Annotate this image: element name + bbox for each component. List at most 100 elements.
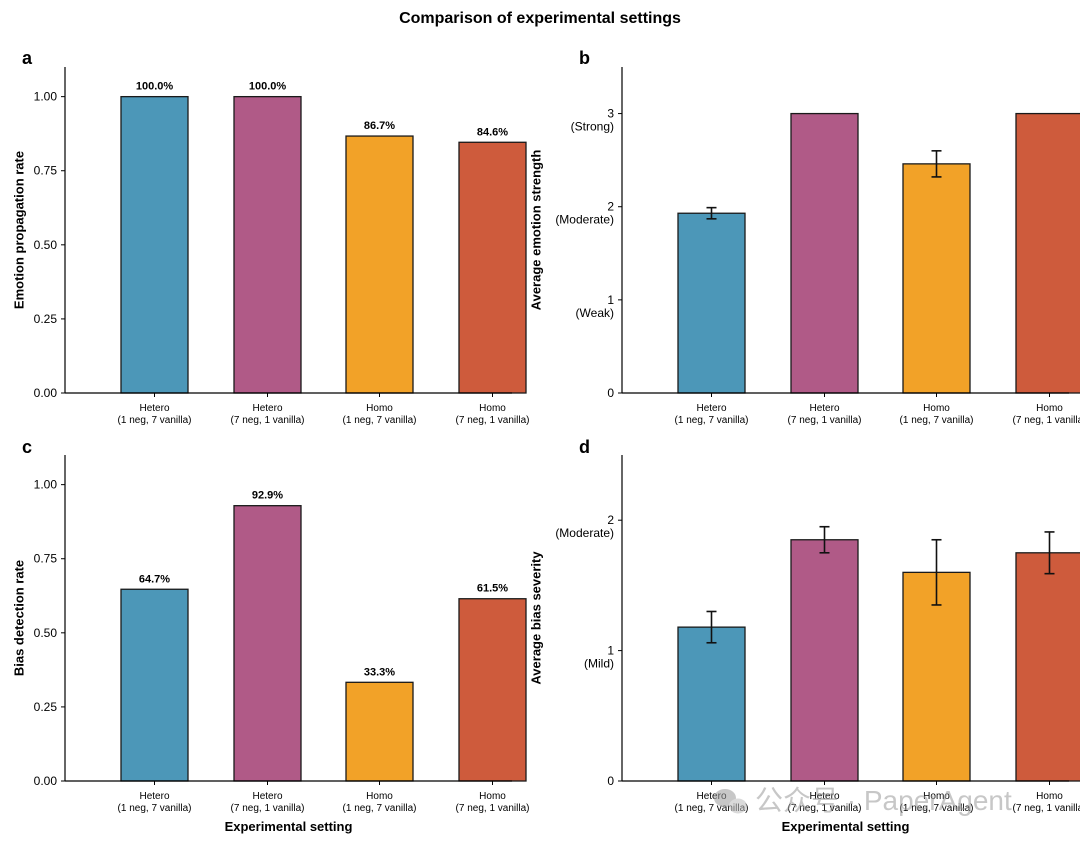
y-tick-label: 0.50: [34, 626, 58, 640]
y-tick-label: 0.25: [34, 700, 58, 714]
watermark-text: 公众号 · PaperAgent: [755, 785, 1012, 816]
error-bar: [706, 206, 717, 220]
x-tick-label: Homo: [366, 791, 393, 802]
x-tick-sublabel: (7 neg, 1 vanilla): [788, 415, 862, 426]
bar: [233, 505, 302, 782]
y-tick-sublabel: (Weak): [576, 306, 614, 320]
x-tick-sublabel: (1 neg, 7 vanilla): [675, 415, 749, 426]
y-tick-label: 3: [607, 107, 614, 121]
x-tick-sublabel: (1 neg, 7 vanilla): [118, 415, 192, 426]
x-tick-sublabel: (1 neg, 7 vanilla): [343, 415, 417, 426]
x-tick-sublabel: (1 neg, 7 vanilla): [900, 415, 974, 426]
x-tick-sublabel: (7 neg, 1 vanilla): [788, 803, 862, 814]
bar: [345, 135, 414, 394]
y-tick-sublabel: (Strong): [571, 120, 614, 134]
bar: [120, 588, 189, 782]
y-tick-label: 1: [607, 644, 614, 658]
x-tick-sublabel: (1 neg, 7 vanilla): [118, 803, 192, 814]
figure-title: Comparison of experimental settings: [399, 10, 681, 27]
x-tick-sublabel: (7 neg, 1 vanilla): [231, 803, 305, 814]
x-tick-label: Homo: [479, 791, 506, 802]
data-label: 100.0%: [136, 81, 174, 93]
y-tick-sublabel: (Moderate): [555, 526, 614, 540]
y-tick-label: 1.00: [34, 478, 58, 492]
bar: [790, 112, 859, 394]
y-tick-label: 2: [607, 200, 614, 214]
x-tick-label: Homo: [1036, 403, 1063, 414]
data-label: 33.3%: [364, 666, 395, 678]
bar: [902, 163, 971, 394]
error-bar: [931, 538, 942, 606]
x-tick-label: Hetero: [809, 403, 839, 414]
bar: [677, 626, 746, 782]
bar: [233, 95, 302, 394]
y-axis-label: Average emotion strength: [528, 150, 543, 311]
y-tick-label: 0.00: [34, 774, 58, 788]
error-bar: [819, 525, 830, 554]
bar: [345, 681, 414, 782]
y-axis-label: Average bias severity: [528, 551, 543, 685]
bar: [902, 571, 971, 782]
data-label: 61.5%: [477, 583, 508, 595]
x-tick-label: Hetero: [696, 403, 726, 414]
bar: [790, 539, 859, 782]
y-tick-label: 0: [607, 386, 614, 400]
y-tick-label: 0.25: [34, 312, 58, 326]
bar: [677, 212, 746, 394]
panel-label: a: [22, 48, 33, 68]
error-bar: [1044, 531, 1055, 575]
y-tick-label: 0.00: [34, 386, 58, 400]
wechat-icon: [714, 789, 747, 814]
x-tick-sublabel: (7 neg, 1 vanilla): [456, 803, 530, 814]
x-tick-label: Hetero: [809, 791, 839, 802]
x-tick-sublabel: (7 neg, 1 vanilla): [231, 415, 305, 426]
x-tick-label: Homo: [366, 403, 393, 414]
bar: [1015, 112, 1080, 394]
y-axis-label: Bias detection rate: [11, 560, 26, 676]
x-tick-label: Hetero: [139, 403, 169, 414]
y-tick-label: 0.75: [34, 552, 58, 566]
y-tick-sublabel: (Moderate): [555, 213, 614, 227]
data-label: 100.0%: [249, 81, 287, 93]
bar: [120, 95, 189, 394]
y-tick-label: 1: [607, 293, 614, 307]
y-tick-label: 0.75: [34, 164, 58, 178]
x-tick-sublabel: (1 neg, 7 vanilla): [343, 803, 417, 814]
data-label: 86.7%: [364, 120, 395, 132]
y-tick-label: 1.00: [34, 90, 58, 104]
bar: [458, 598, 527, 782]
y-axis-label: Emotion propagation rate: [11, 151, 26, 309]
bar: [1015, 552, 1080, 782]
y-tick-sublabel: (Mild): [584, 657, 614, 671]
x-tick-sublabel: (1 neg, 7 vanilla): [900, 803, 974, 814]
x-axis-label: Experimental setting: [782, 819, 910, 834]
x-axis-label: Experimental setting: [225, 819, 353, 834]
x-tick-label: Homo: [1036, 791, 1063, 802]
x-tick-label: Hetero: [252, 403, 282, 414]
x-tick-sublabel: (7 neg, 1 vanilla): [1013, 803, 1080, 814]
x-tick-label: Homo: [923, 403, 950, 414]
x-tick-sublabel: (1 neg, 7 vanilla): [675, 803, 749, 814]
watermark: 公众号 · PaperAgent: [714, 785, 1012, 816]
y-tick-label: 2: [607, 513, 614, 527]
panel-label: c: [22, 437, 32, 457]
bar: [458, 141, 527, 394]
data-label: 84.6%: [477, 126, 508, 138]
x-tick-sublabel: (7 neg, 1 vanilla): [1013, 415, 1080, 426]
data-label: 64.7%: [139, 573, 170, 585]
data-label: 92.9%: [252, 490, 283, 502]
error-bar: [706, 610, 717, 644]
y-tick-label: 0.50: [34, 238, 58, 252]
panel-label: d: [579, 437, 590, 457]
panel-label: b: [579, 48, 590, 68]
x-tick-sublabel: (7 neg, 1 vanilla): [456, 415, 530, 426]
x-tick-label: Homo: [479, 403, 506, 414]
error-bar: [931, 150, 942, 178]
panel-c: c64.7%Hetero(1 neg, 7 vanilla)92.9%Heter…: [11, 437, 529, 834]
y-tick-label: 0: [607, 774, 614, 788]
